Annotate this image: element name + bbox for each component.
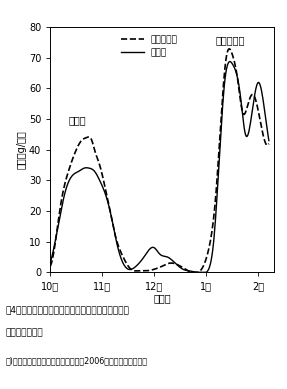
Text: 一次腕花房: 一次腕花房	[215, 36, 245, 46]
X-axis label: 月・旬: 月・旬	[153, 293, 171, 303]
Text: 注)供試品種は「紅ほっべ」である。2006年度の収量データ。: 注)供試品種は「紅ほっべ」である。2006年度の収量データ。	[6, 356, 148, 365]
Legend: 昇温抑制区, 対照区: 昇温抑制区, 対照区	[117, 32, 181, 61]
Text: 围4　培地の昇温抑制が一次腕花房の収穫開始期に: 围4 培地の昇温抑制が一次腕花房の収穫開始期に	[6, 305, 130, 314]
Text: 頂花房: 頂花房	[69, 115, 86, 125]
Text: 及ぼす影響: 及ぼす影響	[6, 329, 43, 338]
Y-axis label: 収量（g/株）: 収量（g/株）	[16, 130, 26, 169]
